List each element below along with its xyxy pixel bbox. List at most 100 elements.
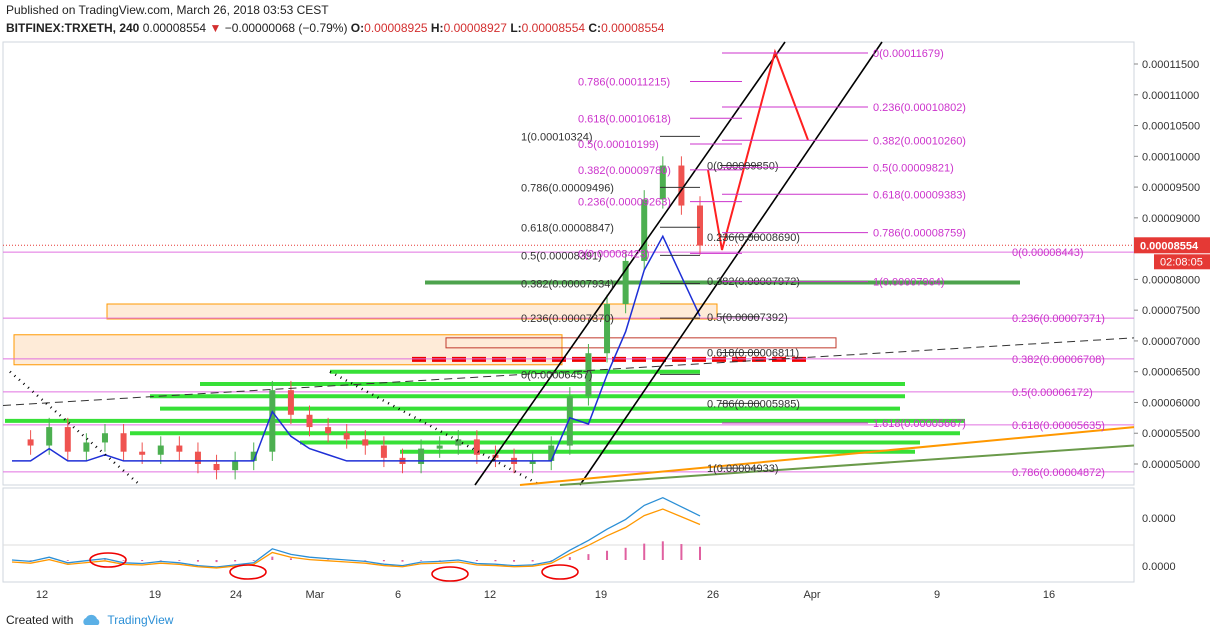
price-axis-label: 0.00008000 — [1142, 274, 1200, 286]
high-label: H: — [430, 21, 444, 35]
supply-zone-box — [106, 303, 718, 320]
fib-far-label: 0(0.00008443) — [1012, 247, 1084, 259]
footer: Created with TradingView — [6, 613, 173, 627]
candle-body — [287, 390, 294, 415]
macd-line — [11, 496, 701, 568]
fib-mid-label: 0.5(0.00007392) — [707, 312, 788, 324]
low-value: 0.00008554 — [521, 21, 586, 35]
dotted-downtrend-line — [329, 370, 541, 487]
candle-body — [697, 205, 703, 246]
fib-right-label: 0(0.00011679) — [873, 48, 944, 60]
dotted-downtrend-line — [9, 370, 141, 486]
fib-right-label: 0.618(0.00009383) — [873, 189, 966, 201]
time-axis-label: 26 — [707, 589, 719, 601]
symbol-name[interactable]: BITFINEX:TRXETH, 240 — [6, 21, 140, 35]
fib-ext-label: 0.5(0.00010199) — [578, 139, 659, 151]
moving-average-line — [12, 234, 701, 462]
open-label: O: — [350, 21, 365, 35]
fib-ext-label: 0.618(0.00010618) — [578, 113, 671, 125]
fib-left-label: 0.382(0.00007934) — [521, 278, 614, 290]
candle-body — [585, 353, 592, 397]
symbol-bar: BITFINEX:TRXETH, 240 0.00008554 ▼ −0.000… — [6, 21, 664, 35]
green-trendline — [559, 444, 1135, 486]
candle-body — [436, 445, 443, 449]
fib-mid-label: 0.382(0.00007972) — [707, 276, 800, 288]
oscillator-axis-label: 0.0000 — [1142, 513, 1176, 525]
price-axis-label: 0.00006000 — [1142, 397, 1200, 409]
tradingview-brand: TradingView — [107, 613, 174, 627]
fib-mid-label: 0.236(0.00008690) — [707, 232, 800, 244]
fib-right-label: 0.786(0.00008759) — [873, 228, 966, 240]
candle-body — [343, 433, 350, 440]
price-axis-label: 0.00006500 — [1142, 367, 1200, 379]
low-label: L: — [510, 21, 522, 35]
fib-far-label: 0.5(0.00006172) — [1012, 387, 1093, 399]
candle-body — [27, 439, 34, 446]
price-axis-label: 0.00005500 — [1142, 428, 1200, 440]
candle-body — [83, 442, 90, 452]
fib-left-label: 0.236(0.00007370) — [521, 313, 614, 325]
time-axis-label: Mar — [306, 589, 325, 601]
fib-right-label: 0.5(0.00009821) — [873, 162, 954, 174]
oscillator-axis-label: 0.0000 — [1142, 561, 1176, 573]
candle-body — [529, 460, 536, 464]
time-axis-label: 19 — [149, 589, 161, 601]
candle-body — [455, 439, 462, 446]
current-price-badge — [1134, 237, 1210, 254]
high-value: 0.00008927 — [443, 21, 507, 35]
candle-body — [622, 260, 629, 304]
price-axis-label: 0.00010000 — [1142, 151, 1200, 163]
highlight-ellipse — [431, 566, 469, 582]
fib-left-label: 0.5(0.00008391) — [521, 250, 602, 262]
candle-body — [213, 464, 220, 471]
time-axis-label: 9 — [934, 589, 940, 601]
fib-mid-label: 0.618(0.00006811) — [707, 348, 799, 360]
candle-body — [176, 445, 183, 452]
signal-line — [11, 508, 701, 569]
fib-ext-label: 0.382(0.00009780) — [578, 165, 671, 177]
time-axis-label: 24 — [230, 589, 242, 601]
created-with-label: Created with — [6, 613, 74, 627]
fib-left-label: 0.786(0.00009496) — [521, 182, 614, 194]
price-axis-label: 0.00007000 — [1142, 336, 1200, 348]
oscillator-pane-frame — [2, 487, 1135, 583]
candle-body — [232, 460, 239, 471]
close-label: C: — [588, 21, 602, 35]
candle-body — [566, 396, 573, 446]
fib-ext-label: 0(0.00008423) — [578, 248, 650, 260]
countdown-label: 02:08:05 — [1160, 256, 1203, 268]
fib-ext-label: 0.236(0.00009263) — [578, 197, 671, 209]
candle-body — [101, 433, 108, 443]
fib-left-label: 1(0.00010324) — [521, 131, 593, 143]
candle-body — [548, 445, 555, 461]
tradingview-link[interactable]: TradingView — [81, 613, 173, 627]
candle-body — [641, 199, 648, 261]
price-change: −0.00000068 (−0.79%) — [224, 21, 348, 35]
fib-right-label: 1.618(0.00005667) — [873, 418, 966, 430]
candle-body — [269, 390, 276, 452]
fib-far-label: 0.618(0.00005635) — [1012, 420, 1105, 432]
last-price: 0.00008554 — [142, 21, 207, 35]
open-value: 0.00008925 — [364, 21, 428, 35]
time-axis-label: 16 — [1043, 589, 1055, 601]
channel-lower-line — [579, 41, 883, 486]
price-axis-label: 0.00011000 — [1142, 90, 1199, 102]
candle-body — [325, 427, 332, 434]
candle-body — [362, 439, 369, 446]
time-axis-label: 12 — [36, 589, 48, 601]
fib-right-label: 0.236(0.00010802) — [873, 102, 966, 114]
countdown-badge — [1154, 254, 1210, 270]
price-axis-label: 0.00009500 — [1142, 182, 1200, 194]
highlight-ellipse — [229, 564, 267, 580]
change-down-icon: ▼ — [209, 21, 222, 35]
candle-body — [120, 433, 127, 452]
highlight-ellipse — [89, 552, 127, 568]
candle-body — [380, 445, 387, 458]
candle-body — [678, 165, 685, 206]
candle-body — [194, 451, 201, 464]
cloud-icon — [83, 614, 100, 625]
channel-upper-line — [474, 41, 786, 486]
candle-body — [46, 427, 53, 446]
fib-mid-label: 0.786(0.00005985) — [707, 398, 800, 410]
